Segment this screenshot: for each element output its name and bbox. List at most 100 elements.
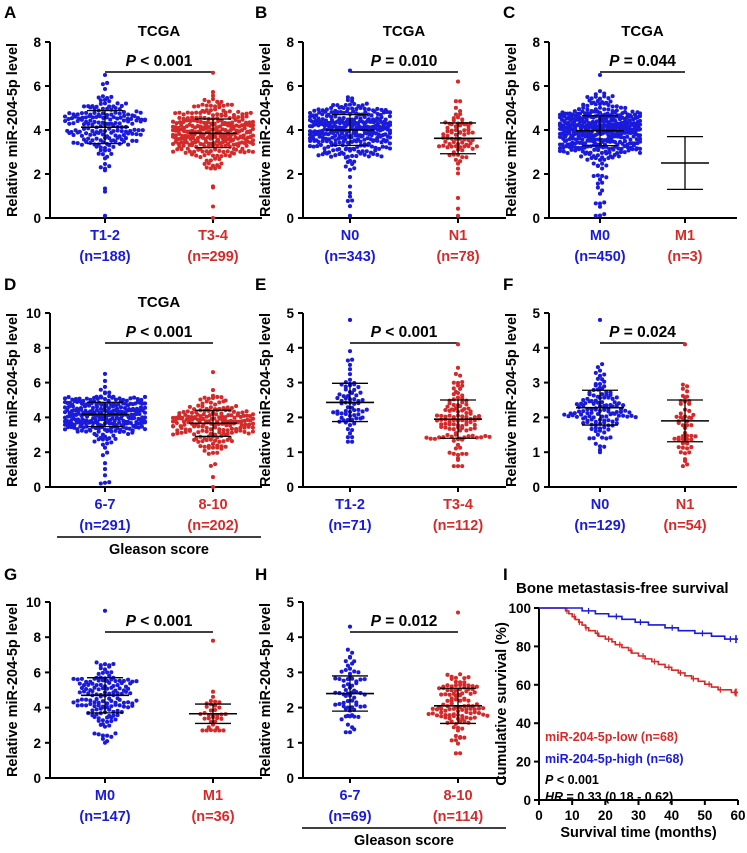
data-point <box>358 704 363 709</box>
panel-label-i: I <box>503 565 508 584</box>
data-point <box>685 437 690 442</box>
data-point <box>223 153 228 158</box>
data-point <box>118 405 124 410</box>
data-point <box>597 201 603 206</box>
data-point <box>345 358 350 363</box>
data-point <box>223 138 228 144</box>
data-point <box>202 444 207 449</box>
data-point <box>121 118 126 123</box>
data-point <box>358 151 363 156</box>
data-point <box>595 411 600 417</box>
data-point <box>247 130 252 135</box>
data-point <box>460 117 465 122</box>
data-point <box>604 436 609 441</box>
data-point <box>455 390 461 396</box>
data-point <box>96 671 101 676</box>
data-point <box>633 415 638 420</box>
y-axis-label: Relative miR-204-5p level <box>258 603 274 777</box>
data-point <box>62 396 68 401</box>
data-point <box>691 412 696 417</box>
data-point <box>242 150 247 155</box>
data-point <box>79 117 84 122</box>
y-tick-label: 6 <box>33 376 41 391</box>
data-point <box>458 751 463 756</box>
data-point <box>347 671 353 676</box>
data-point <box>443 414 448 419</box>
data-point <box>561 145 566 150</box>
data-point <box>458 404 463 409</box>
y-tick-label: 4 <box>286 341 294 356</box>
data-point <box>111 690 116 695</box>
data-point <box>595 400 600 405</box>
data-point <box>204 126 209 131</box>
data-point <box>79 685 84 691</box>
data-point <box>217 124 222 129</box>
data-point <box>384 109 389 115</box>
data-point <box>591 174 596 179</box>
y-axis-label: Relative miR-204-5p level <box>504 313 520 487</box>
data-point <box>102 391 108 396</box>
y-tick-label: 6 <box>532 79 540 94</box>
p-value-label: P < 0.001 <box>545 773 599 787</box>
data-point <box>210 395 216 401</box>
data-point <box>94 404 100 409</box>
data-point <box>358 105 363 110</box>
data-point <box>589 410 594 415</box>
data-point <box>331 410 336 415</box>
data-point <box>323 109 328 114</box>
data-point <box>75 703 80 708</box>
data-point <box>680 386 685 391</box>
y-tick-label: 6 <box>33 79 41 94</box>
data-point <box>109 94 114 100</box>
data-point <box>693 434 698 439</box>
data-point <box>65 408 70 413</box>
y-axis-label: Relative miR-204-5p level <box>5 603 21 777</box>
data-point <box>111 144 116 149</box>
data-point <box>238 428 243 433</box>
data-point <box>451 380 456 385</box>
data-point <box>210 450 216 455</box>
data-point <box>234 429 239 434</box>
data-point <box>445 672 450 677</box>
data-point <box>208 103 213 108</box>
data-point <box>170 119 176 124</box>
data-point <box>107 148 112 153</box>
data-point <box>115 128 120 133</box>
data-point <box>634 147 639 152</box>
data-point <box>562 138 568 143</box>
data-point <box>139 424 144 429</box>
data-point <box>117 420 122 425</box>
data-point <box>455 610 461 615</box>
data-point <box>192 424 197 429</box>
data-point <box>597 444 603 449</box>
data-point <box>229 102 234 107</box>
data-point <box>341 139 346 144</box>
data-point <box>445 129 450 134</box>
data-point <box>345 435 350 440</box>
data-point <box>685 462 690 467</box>
data-point <box>453 675 458 680</box>
data-point <box>612 411 617 416</box>
data-point <box>337 676 342 682</box>
hazard-ratio-symbol: HR <box>545 790 563 804</box>
data-point <box>175 147 180 152</box>
data-point <box>464 689 469 694</box>
data-point <box>119 710 124 715</box>
data-point <box>184 118 189 123</box>
data-point <box>602 372 607 377</box>
y-tick-label: 0 <box>286 480 294 495</box>
data-point <box>109 704 114 709</box>
data-point <box>586 135 591 140</box>
data-point <box>124 426 129 431</box>
data-point <box>345 140 350 145</box>
data-point <box>447 413 452 418</box>
data-point <box>210 694 216 699</box>
data-point <box>680 464 685 469</box>
y-tick-label: 0 <box>532 480 540 495</box>
data-point <box>458 123 463 128</box>
data-point <box>341 700 346 705</box>
data-point <box>98 101 103 106</box>
y-tick-label: 3 <box>286 665 294 680</box>
data-point <box>102 608 108 613</box>
data-point <box>453 733 458 739</box>
